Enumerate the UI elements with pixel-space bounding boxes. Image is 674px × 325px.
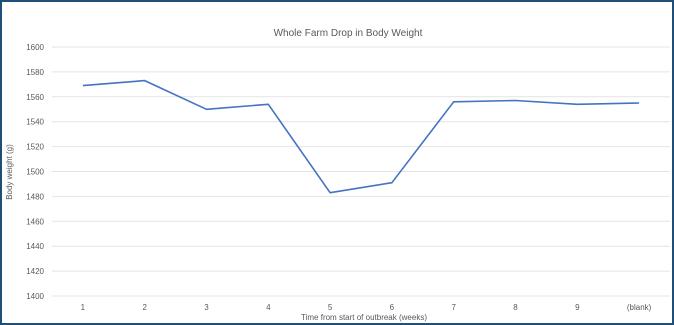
y-tick-label: 1560 [26, 93, 44, 102]
y-axis-ticks: 1400 1420 1440 1460 1480 1500 1520 1540 1560 1580… [26, 43, 44, 301]
y-tick-label: 1400 [26, 292, 44, 301]
x-tick-label: 2 [142, 303, 147, 312]
x-tick-label: (blank) [627, 303, 652, 312]
y-tick-label: 1460 [26, 217, 44, 226]
series-line [82, 79, 640, 194]
gridlines [52, 46, 670, 297]
y-tick-label: 1440 [26, 242, 44, 251]
x-tick-label: 7 [451, 303, 456, 312]
x-tick-label: 9 [575, 303, 580, 312]
y-tick-label: 1540 [26, 118, 44, 127]
y-axis-label: Body weight (g) [5, 144, 14, 200]
x-axis-label: Time from start of outbreak (weeks) [301, 313, 427, 322]
chart-title: Whole Farm Drop in Body Weight [274, 28, 423, 39]
y-tick-label: 1420 [26, 267, 44, 276]
x-tick-label: 4 [266, 303, 271, 312]
x-tick-label: 5 [328, 303, 333, 312]
y-tick-label: 1500 [26, 168, 44, 177]
x-tick-label: 3 [204, 303, 209, 312]
x-tick-label: 1 [81, 303, 86, 312]
y-tick-label: 1480 [26, 192, 44, 201]
y-tick-label: 1520 [26, 143, 44, 152]
y-tick-label: 1580 [26, 68, 44, 77]
y-tick-label: 1600 [26, 43, 44, 52]
x-tick-label: 8 [513, 303, 518, 312]
x-axis-ticks: 1 2 3 4 5 6 7 8 9 (blank) [81, 303, 652, 312]
x-tick-label: 6 [390, 303, 395, 312]
